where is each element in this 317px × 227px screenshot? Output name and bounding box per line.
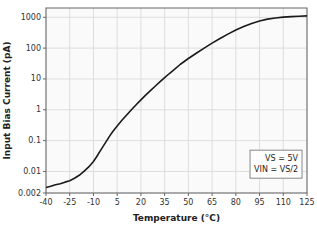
plot-frame: [46, 8, 307, 193]
x-axis-label: Temperature (°C): [133, 213, 220, 223]
tick-label-y: 1000: [21, 13, 41, 22]
tick-label-x: 5: [115, 198, 120, 207]
chart-container: -40-25-1052035506580951101250.0020.010.1…: [0, 0, 317, 227]
tick-label-y: 0.01: [23, 167, 41, 176]
tick-label-y: 1: [36, 105, 41, 114]
grid-line-x: [212, 8, 213, 193]
y-axis-label: Input Bias Current (pA): [2, 41, 12, 159]
tick-label-x: -10: [87, 198, 100, 207]
grid-line-y: [46, 48, 307, 49]
tick-label-x: -40: [39, 198, 52, 207]
series: [46, 16, 307, 188]
annotation-text: VS = 5V: [265, 154, 298, 163]
data-line: [46, 16, 307, 188]
tick-label-y: 100: [26, 44, 41, 53]
grid: [46, 8, 307, 193]
tick-label-x: -25: [63, 198, 76, 207]
grid-line-x: [93, 8, 94, 193]
grid-line-x: [235, 8, 236, 193]
tick-label-x: 110: [276, 198, 291, 207]
grid-line-x: [117, 8, 118, 193]
tick-label-x: 50: [183, 198, 193, 207]
grid-line-x: [69, 8, 70, 193]
tick-label-y: 10: [31, 74, 41, 83]
tick-label-x: 80: [231, 198, 241, 207]
grid-line-y: [46, 78, 307, 79]
tick-label-y: 0.002: [18, 189, 41, 198]
grid-line-y: [46, 140, 307, 141]
grid-line-y: [46, 17, 307, 18]
tick-label-x: 20: [136, 198, 146, 207]
tick-label-x: 35: [160, 198, 170, 207]
grid-line-y: [46, 109, 307, 110]
tick-label-x: 125: [299, 198, 314, 207]
grid-line-x: [164, 8, 165, 193]
axes: -40-25-1052035506580951101250.0020.010.1…: [18, 13, 315, 207]
chart: -40-25-1052035506580951101250.0020.010.1…: [0, 0, 317, 227]
tick-label-x: 95: [254, 198, 264, 207]
tick-label-x: 65: [207, 198, 217, 207]
annotation-box: VS = 5V VIN = VS/2: [250, 150, 302, 178]
annotation-text: VIN = VS/2: [254, 165, 298, 174]
plot-area: [46, 8, 307, 193]
grid-line-x: [188, 8, 189, 193]
tick-label-y: 0.1: [28, 136, 41, 145]
annotation-frame: [250, 150, 302, 178]
